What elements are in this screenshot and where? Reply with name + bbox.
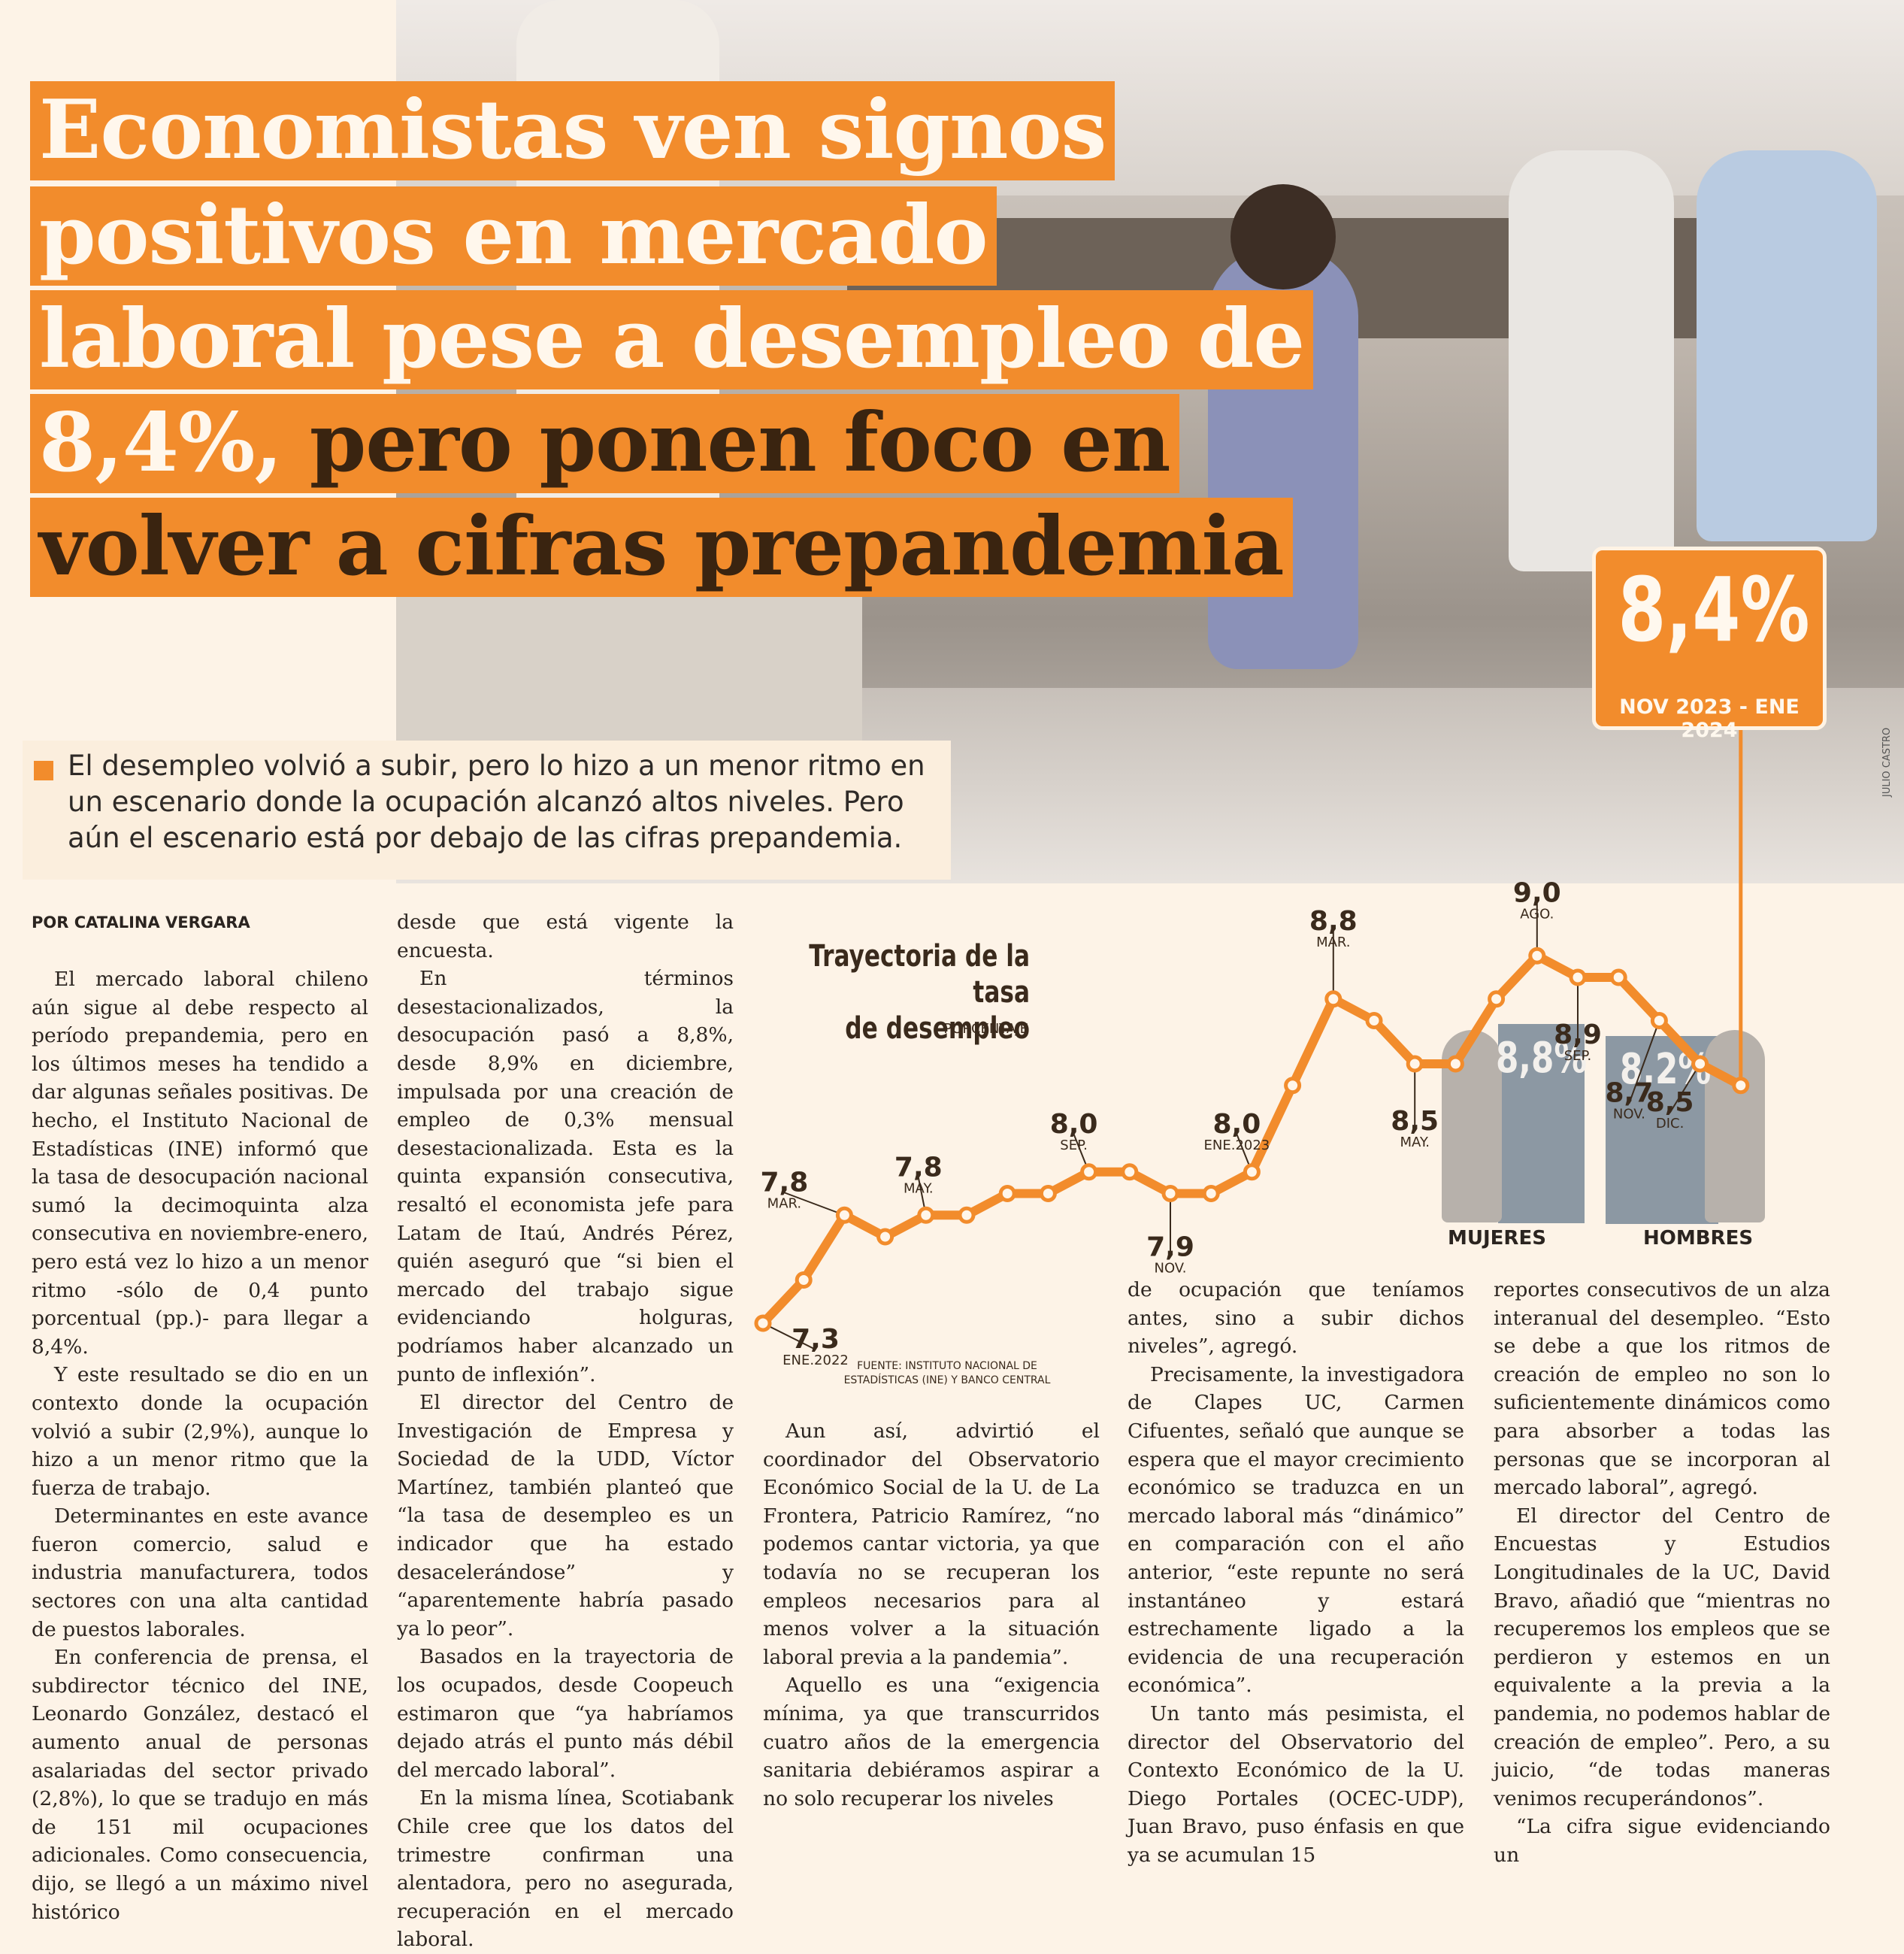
chart-point xyxy=(1650,1012,1668,1029)
chart-point xyxy=(1080,1163,1098,1181)
highlight-value: 8,4% xyxy=(1618,558,1810,662)
chart-month-label: NOV. xyxy=(1613,1107,1645,1122)
chart-point xyxy=(1528,947,1546,965)
chart-point xyxy=(1609,968,1627,986)
paragraph: El director del Centro de Encuestas y Es… xyxy=(1494,1504,1830,1810)
unemployment-line-chart: 7,3ENE.20227,8MAR.7,8MAY.8,0SEP.7,9NOV.8… xyxy=(754,729,1750,1368)
chart-data-label: 8,9 xyxy=(1554,1019,1602,1050)
chart-title: Trayectoria de la tasa de desempleo xyxy=(789,938,1030,1047)
headline-line-4: 8,4%, pero ponen foco en xyxy=(30,394,1179,493)
chart-point xyxy=(1446,1055,1464,1073)
display-table xyxy=(396,571,862,752)
paragraph: Precisamente, la investigadora de Clapes… xyxy=(1128,1362,1464,1698)
chart-point xyxy=(1202,1185,1220,1202)
chart-month-label: SEP. xyxy=(1564,1048,1592,1064)
chart-label-leader xyxy=(1669,1063,1701,1113)
lead-text: El desempleo volvió a subir, pero lo hiz… xyxy=(68,750,925,854)
chart-point xyxy=(1732,1077,1750,1095)
men-label: HOMBRES xyxy=(1643,1227,1754,1250)
chart-point xyxy=(795,1271,813,1289)
chart-data-label: 8,0 xyxy=(1050,1109,1098,1140)
chart-month-label: SEP. xyxy=(1060,1138,1088,1153)
chart-point xyxy=(1243,1163,1261,1181)
chart-data-label: 8,5 xyxy=(1391,1106,1439,1137)
paragraph: En términos desestacionalizados, la deso… xyxy=(397,967,734,1386)
chart-point xyxy=(1284,1077,1302,1095)
chart-month-label: ENE.2022 xyxy=(782,1353,849,1368)
chart-data-label: 9,0 xyxy=(1513,877,1561,908)
chart-month-label: AGO. xyxy=(1520,906,1554,922)
chart-source: FUENTE: INSTITUTO NACIONAL DE ESTADÍSTIC… xyxy=(843,1360,1051,1386)
chart-month-label: NOV. xyxy=(1154,1261,1186,1277)
headline-line-5-text: volver a cifras prepandemia xyxy=(39,499,1285,594)
headline-line-2: positivos en mercado xyxy=(30,186,997,286)
paragraph: El mercado laboral chileno aún sigue al … xyxy=(32,968,368,1359)
chart-month-label: DIC. xyxy=(1656,1116,1684,1132)
chart-title-line-2: de desempleo xyxy=(845,1011,1030,1046)
chart-point xyxy=(1406,1055,1424,1073)
chart-data-label: 8,8 xyxy=(1309,906,1358,937)
headline-line-4-dark: pero ponen foco en xyxy=(282,395,1171,490)
chart-title-line-1: Trayectoria de la tasa xyxy=(809,939,1030,1010)
highlight-box xyxy=(1592,547,1827,730)
headline-line-3: laboral pese a desempleo de xyxy=(30,290,1314,389)
chart-data-label: 7,8 xyxy=(894,1152,943,1183)
highlight-period: NOV 2023 - ENE 2024 xyxy=(1619,695,1800,742)
chart-point xyxy=(754,1314,772,1332)
headline-line-1: Economistas ven signos xyxy=(30,81,1115,180)
paragraph: reportes consecutivos de un alza interan… xyxy=(1494,1278,1830,1500)
women-bar xyxy=(1498,1024,1585,1223)
paragraph: Determinantes en este avance fueron come… xyxy=(32,1504,368,1641)
chart-point xyxy=(1121,1163,1139,1181)
headline-highlight: 8,4%, xyxy=(39,395,283,490)
lead-bullet-icon xyxy=(34,761,53,780)
women-label: MUJERES xyxy=(1448,1227,1546,1250)
chart-data-label: 7,9 xyxy=(1146,1232,1194,1263)
mannequin-right-1 xyxy=(1509,150,1674,571)
paragraph: de ocupación que teníamos antes, sino a … xyxy=(1128,1278,1464,1359)
chart-point xyxy=(876,1228,894,1246)
shopper-head xyxy=(1230,184,1336,289)
chart-month-label: MAR. xyxy=(1316,935,1350,950)
byline: POR CATALINA VERGARA xyxy=(32,913,250,932)
chart-point xyxy=(917,1206,935,1224)
chart-data-label: 8,5 xyxy=(1646,1087,1694,1118)
chart-unit: PORCENTAJE xyxy=(943,1021,1028,1037)
chart-point xyxy=(958,1206,976,1224)
chart-label-leader xyxy=(784,1192,845,1216)
paragraph: “La cifra sigue evidenciando un xyxy=(1494,1815,1830,1867)
chart-point xyxy=(1691,1055,1709,1073)
chart-data-label: 7,3 xyxy=(792,1324,840,1355)
men-silhouette-icon xyxy=(1705,1030,1765,1222)
paragraph: desde que está vigente la encuesta. xyxy=(397,910,734,962)
chart-point xyxy=(1365,1012,1383,1029)
chart-month-label: ENE.2023 xyxy=(1204,1138,1270,1153)
chart-data-label: 7,8 xyxy=(761,1167,809,1198)
chart-point xyxy=(1569,968,1587,986)
chart-point xyxy=(998,1185,1016,1202)
chart-month-label: MAY. xyxy=(1400,1135,1430,1150)
paragraph: Aun así, advirtió el coordinador del Obs… xyxy=(763,1419,1100,1669)
chart-label-leader xyxy=(762,1322,816,1350)
chart-data-label: 8,7 xyxy=(1606,1078,1654,1109)
chart-month-label: MAR. xyxy=(767,1195,801,1211)
chart-point xyxy=(1324,990,1342,1008)
paragraph: El director del Centro de Investigación … xyxy=(397,1391,734,1640)
paragraph: Basados en la trayectoria de los ocupado… xyxy=(397,1645,734,1782)
mannequin-right-2 xyxy=(1697,150,1877,541)
chart-point xyxy=(835,1206,853,1224)
chart-data-label: 8,0 xyxy=(1213,1109,1261,1140)
chart-month-label: MAY. xyxy=(904,1180,934,1196)
women-value: 8,8% xyxy=(1496,1034,1588,1083)
headline-line-5: volver a cifras prepandemia xyxy=(30,498,1293,597)
chart-label-leader xyxy=(1628,1020,1660,1104)
chart-point xyxy=(1488,990,1506,1008)
lead-box xyxy=(23,741,951,880)
paragraph: En la misma línea, Scotiabank Chile cree… xyxy=(397,1786,734,1952)
body-column-5: reportes consecutivos de un alza interan… xyxy=(1494,1276,1830,1869)
chart-point xyxy=(1161,1185,1179,1202)
paragraph: Y este resultado se dio en un contexto d… xyxy=(32,1363,368,1500)
chart-point xyxy=(1039,1185,1057,1202)
